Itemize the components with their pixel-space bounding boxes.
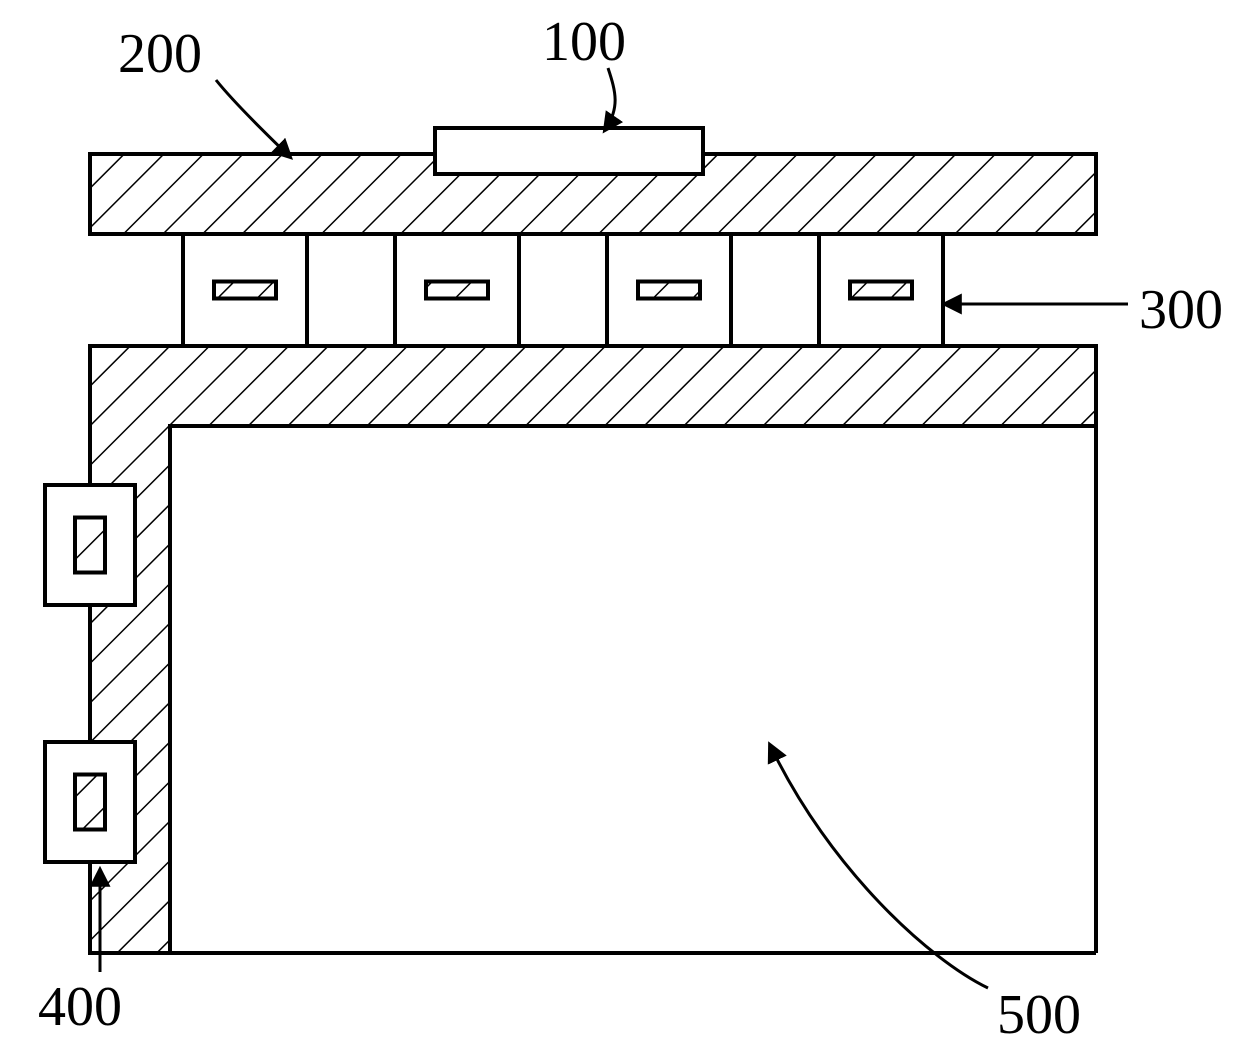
block-inner-2	[638, 282, 700, 299]
leader-100	[605, 68, 615, 130]
side-block-inner-1	[75, 775, 105, 830]
diagram-svg	[0, 0, 1240, 1059]
block-inner-3	[850, 282, 912, 299]
l-shape	[90, 346, 1096, 953]
leader-200	[216, 80, 290, 157]
block-inner-1	[426, 282, 488, 299]
side-block-inner-0	[75, 518, 105, 573]
label-300: 300	[1139, 278, 1223, 342]
label-100: 100	[542, 10, 626, 74]
label-200: 200	[118, 22, 202, 86]
diagram-canvas: 100 200 300 400 500	[0, 0, 1240, 1059]
label-400: 400	[38, 975, 122, 1039]
block-inner-0	[214, 282, 276, 299]
label-500: 500	[997, 983, 1081, 1047]
